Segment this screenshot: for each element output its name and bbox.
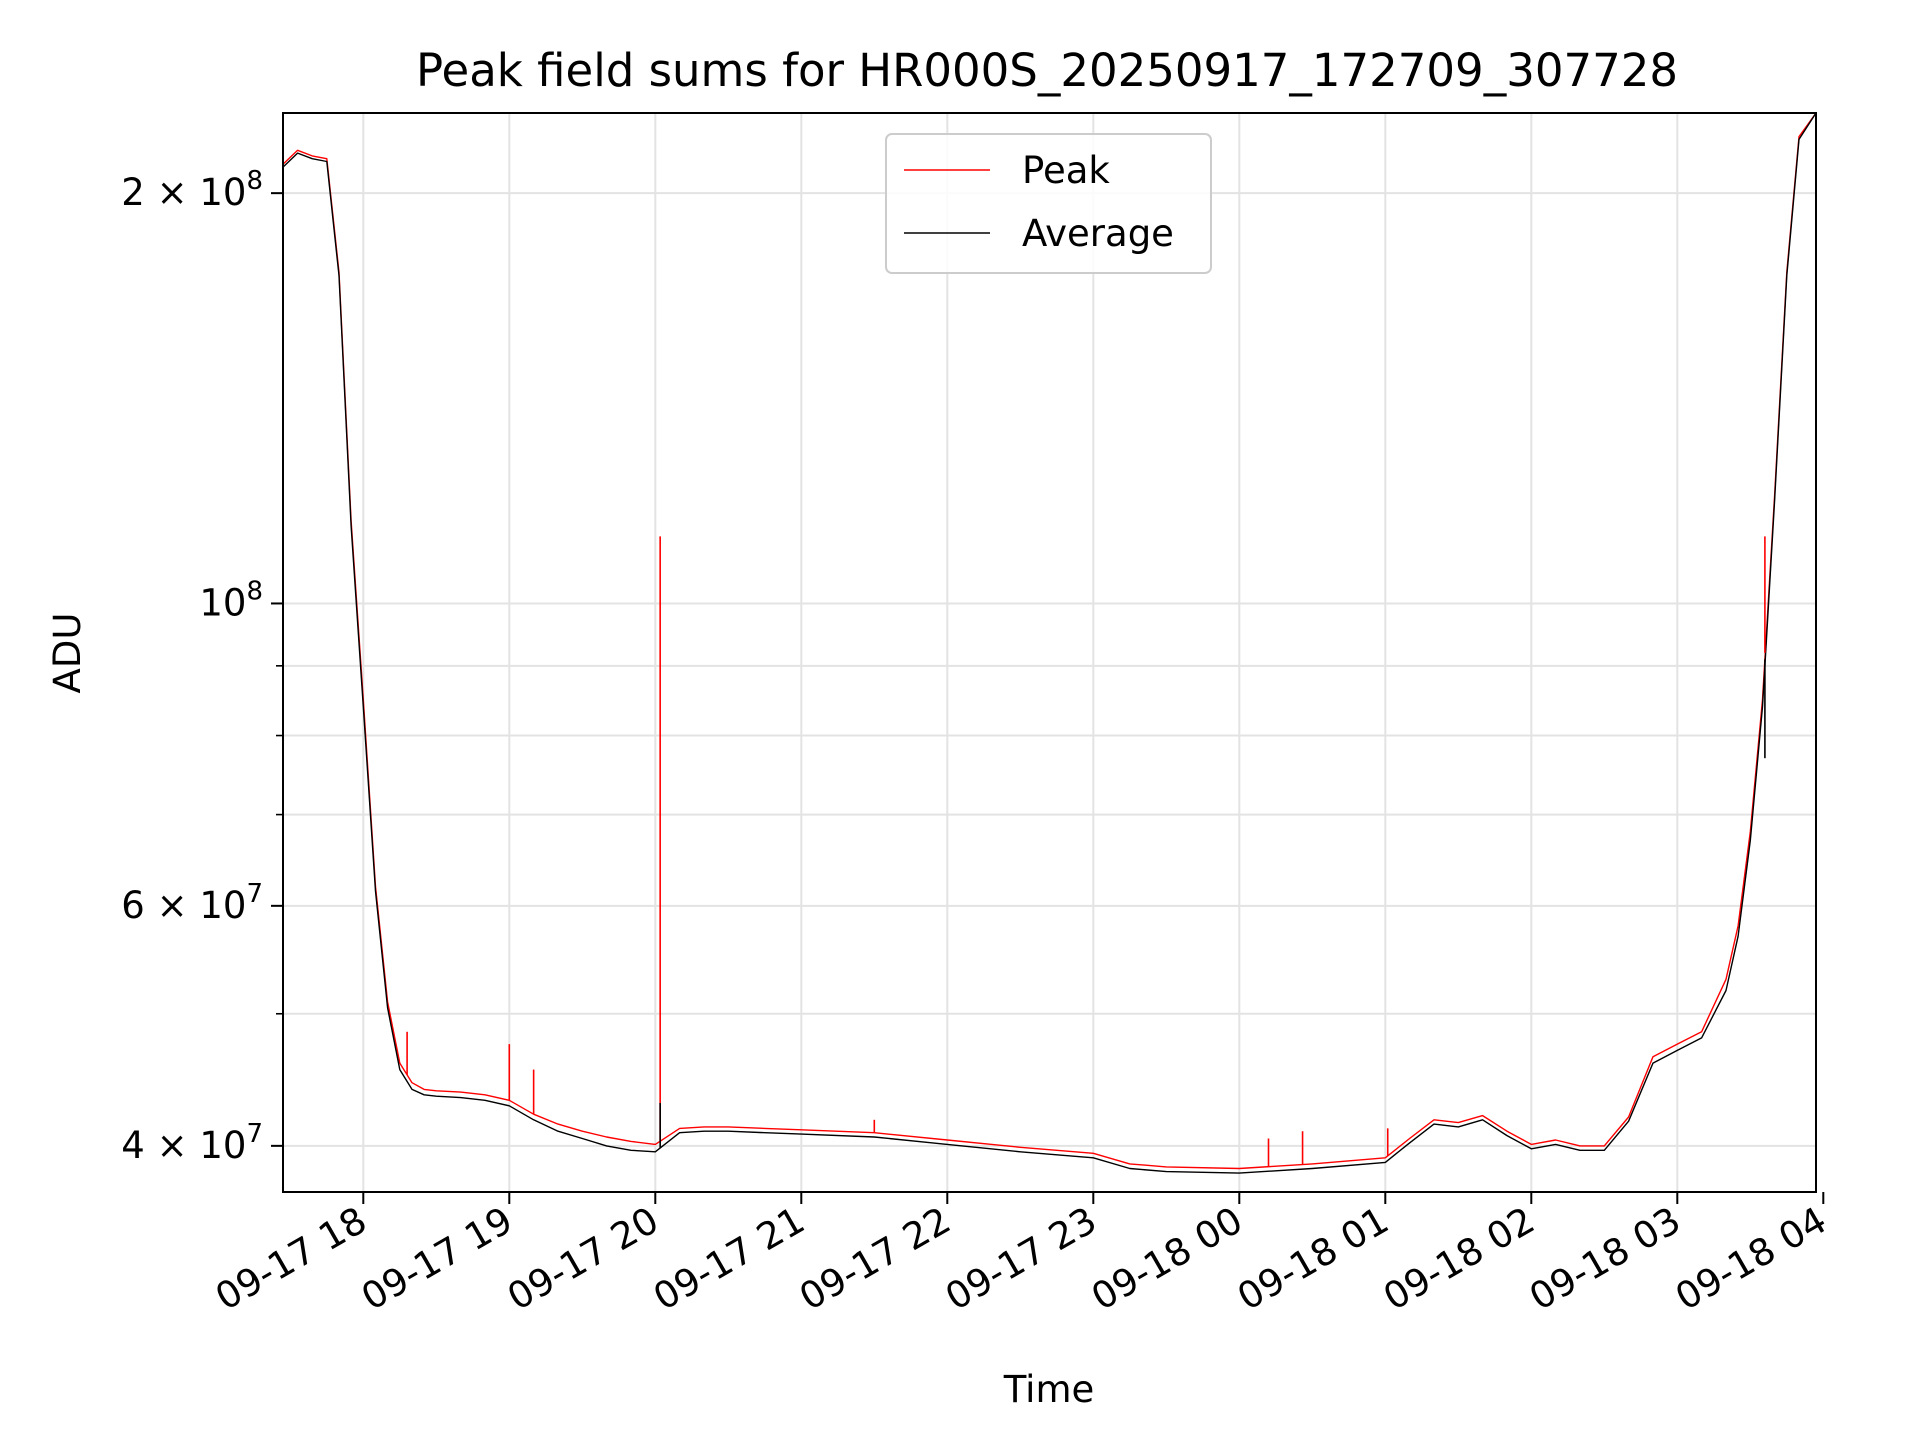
y-tick-label: 108: [199, 576, 263, 624]
y-tick-label: 6 × 107: [121, 879, 263, 927]
legend-label-average: Average: [1022, 212, 1174, 255]
x-axis-label: Time: [1003, 1368, 1095, 1411]
y-tick-label: 2 × 108: [121, 166, 263, 214]
y-tick-label: 4 × 107: [121, 1119, 263, 1167]
y-axis-label: ADU: [46, 613, 89, 694]
plot-series: [282, 112, 1817, 1174]
series-line-average: [282, 112, 1817, 1174]
legend-box: [885, 133, 1212, 274]
legend: Peak Average: [885, 133, 1212, 274]
chart-title: Peak field sums for HR000S_20250917_1727…: [416, 44, 1678, 97]
legend-label-peak: Peak: [1022, 149, 1110, 192]
plot-frame: [282, 112, 1817, 1193]
series-line-peak: [282, 112, 1817, 1170]
y-axis-ticks: 4 × 107 6 × 107 108 2 × 108: [121, 166, 283, 1167]
grid-lines: [283, 113, 1816, 1192]
